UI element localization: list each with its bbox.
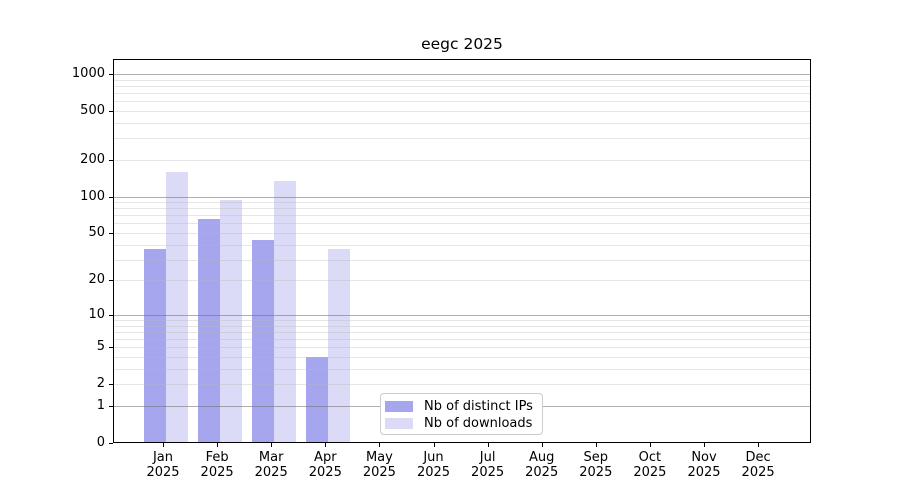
gridline-minor-30 [114, 259, 810, 261]
x-tick-mark-jun [433, 443, 435, 447]
bar-downloads-mar [274, 180, 297, 443]
y-tick-mark-1000 [109, 74, 113, 75]
bar-distinct-ips-jan [144, 248, 166, 443]
y-tick-label-20: 20 [88, 272, 105, 288]
gridline-minor-200 [114, 159, 810, 161]
bar-distinct-ips-mar [252, 239, 275, 443]
gridline-major-1000 [114, 74, 810, 75]
gridline-minor-800 [114, 85, 810, 87]
x-tick-mark-nov [704, 443, 705, 447]
y-tick-mark-100 [109, 196, 113, 198]
gridline-minor-6 [114, 339, 810, 341]
gridline-minor-9 [114, 320, 810, 321]
gridline-minor-40 [114, 244, 810, 246]
gridline-minor-50 [114, 233, 810, 234]
y-tick-mark-5 [109, 347, 113, 349]
y-tick-mark-1 [109, 406, 113, 407]
gridline-major-100 [114, 196, 810, 198]
y-tick-label-500: 500 [80, 103, 105, 118]
y-tick-label-100: 100 [80, 188, 105, 204]
x-tick-mark-jul [487, 443, 489, 447]
bar-distinct-ips-apr [306, 357, 329, 443]
legend-label-downloads: Nb of downloads [424, 416, 533, 431]
bar-distinct-ips-feb [198, 219, 221, 443]
x-tick-mark-dec [758, 443, 760, 447]
gridline-major-10 [114, 314, 810, 316]
gridline-minor-4 [114, 357, 810, 358]
legend-label-distinct-ips: Nb of distinct IPs [424, 399, 533, 414]
x-tick-label-feb: Feb 2025 [200, 450, 234, 480]
y-tick-label-1: 1 [96, 398, 105, 413]
x-tick-label-jan: Jan 2025 [146, 450, 180, 480]
legend: Nb of distinct IPs Nb of downloads [380, 393, 543, 435]
legend-swatch-distinct-ips-icon [385, 401, 413, 412]
x-tick-mark-apr [325, 443, 327, 447]
legend-item-downloads: Nb of downloads [385, 415, 542, 432]
y-tick-mark-2 [109, 384, 113, 386]
x-tick-mark-aug [541, 443, 543, 447]
gridline-minor-700 [114, 93, 810, 94]
gridline-minor-600 [114, 101, 810, 103]
gridline-minor-8 [114, 325, 810, 327]
gridline-minor-7 [114, 331, 810, 333]
x-tick-label-mar: Mar 2025 [254, 450, 288, 480]
x-tick-label-aug: Aug 2025 [525, 450, 559, 480]
x-tick-mark-jan [163, 443, 164, 447]
x-tick-mark-mar [271, 443, 273, 447]
x-tick-label-nov: Nov 2025 [687, 450, 721, 480]
gridline-minor-90 [114, 202, 810, 204]
x-tick-label-oct: Oct 2025 [633, 450, 667, 480]
x-tick-label-jun: Jun 2025 [416, 450, 451, 480]
chart-title: eegc 2025 [421, 35, 503, 53]
y-tick-mark-500 [109, 111, 113, 112]
y-tick-label-200: 200 [80, 151, 105, 167]
gridline-minor-900 [114, 79, 810, 81]
legend-swatch-downloads-icon [385, 418, 413, 429]
gridline-minor-60 [114, 223, 810, 225]
gridline-minor-80 [114, 208, 810, 210]
gridline-minor-5 [114, 347, 810, 349]
y-tick-label-5: 5 [96, 339, 105, 355]
x-tick-mark-sep [595, 443, 597, 447]
x-tick-mark-may [379, 443, 381, 447]
gridline-minor-500 [114, 111, 810, 112]
gridline-minor-400 [114, 122, 810, 124]
bar-downloads-jan [166, 171, 188, 443]
bar-downloads-feb [220, 200, 243, 443]
y-tick-label-50: 50 [88, 225, 105, 240]
x-tick-label-apr: Apr 2025 [308, 450, 342, 480]
x-tick-label-sep: Sep 2025 [579, 450, 613, 480]
x-tick-label-dec: Dec 2025 [741, 450, 775, 480]
gridline-minor-300 [114, 138, 810, 140]
gridline-minor-70 [114, 215, 810, 217]
y-tick-mark-10 [109, 314, 113, 316]
legend-item-distinct-ips: Nb of distinct IPs [385, 398, 542, 415]
x-tick-mark-feb [217, 443, 219, 447]
y-tick-label-2: 2 [96, 376, 105, 392]
y-tick-label-0: 0 [96, 435, 105, 450]
y-tick-mark-20 [109, 280, 113, 282]
gridline-minor-3 [114, 369, 810, 370]
y-tick-mark-200 [109, 159, 113, 161]
y-tick-mark-0 [109, 443, 113, 444]
gridline-minor-20 [114, 280, 810, 282]
y-tick-label-1000: 1000 [71, 66, 105, 81]
y-tick-mark-50 [109, 233, 113, 234]
gridline-minor-2 [114, 384, 810, 386]
x-tick-label-jul: Jul 2025 [471, 450, 505, 480]
x-tick-mark-oct [649, 443, 651, 447]
bar-downloads-apr [328, 248, 351, 443]
y-tick-label-10: 10 [88, 306, 105, 322]
x-tick-label-may: May 2025 [362, 450, 396, 480]
